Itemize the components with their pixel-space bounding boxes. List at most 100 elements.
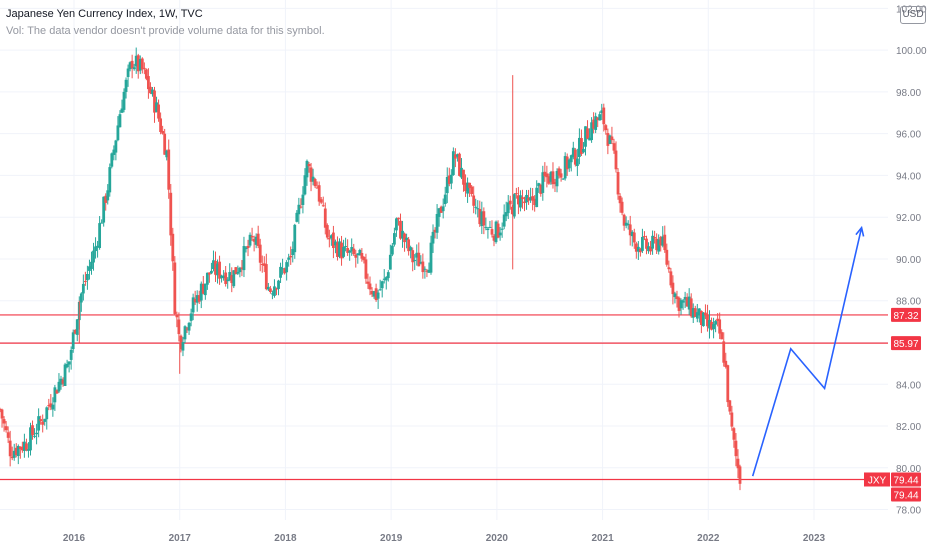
- candle-body: [151, 89, 154, 95]
- candle-body: [551, 171, 555, 185]
- candle-body: [443, 194, 447, 205]
- candle-body: [374, 288, 378, 301]
- candle-body: [541, 172, 545, 193]
- candle-body: [445, 177, 449, 194]
- candle-body: [195, 295, 199, 303]
- candle-body: [216, 263, 219, 276]
- candle-body: [279, 266, 282, 278]
- candle-body: [246, 245, 250, 249]
- candle-body: [415, 252, 419, 258]
- candle-body: [210, 270, 213, 274]
- candle-body: [10, 456, 14, 459]
- y-tick-label: 92.00: [896, 213, 921, 224]
- candle-body: [6, 432, 10, 438]
- candle-body: [340, 242, 343, 259]
- candle-body: [138, 58, 142, 71]
- level-price-tag-bg: [891, 336, 921, 351]
- y-tick-label: 100.00: [896, 46, 927, 57]
- candle-body: [275, 288, 278, 290]
- candle-body: [332, 232, 335, 249]
- close-price-tag: 79.44: [893, 490, 918, 501]
- candle-body: [675, 296, 679, 300]
- candle-body: [179, 335, 183, 350]
- candle-body: [679, 300, 683, 309]
- candle-body: [384, 277, 388, 281]
- candle-body: [661, 236, 665, 246]
- candle-body: [547, 176, 551, 184]
- candle-body: [234, 267, 238, 275]
- candle-body: [669, 271, 673, 286]
- candle-body: [486, 228, 490, 230]
- candle-body: [181, 342, 185, 351]
- candle-body: [327, 238, 331, 240]
- candle-body: [63, 364, 67, 386]
- candle-body: [657, 239, 661, 252]
- candle-body: [124, 79, 128, 92]
- candle-body: [531, 196, 535, 201]
- candle-body: [171, 233, 175, 262]
- candle-body: [352, 248, 356, 255]
- candle-body: [567, 159, 571, 169]
- candle-body: [553, 182, 557, 184]
- candle-body: [372, 291, 376, 297]
- candle-body: [122, 91, 126, 110]
- candle-body: [325, 225, 329, 238]
- candle-body: [403, 233, 406, 243]
- candle-body: [118, 114, 122, 128]
- candle-body: [474, 206, 478, 208]
- candle-body: [602, 107, 606, 125]
- candle-body: [69, 349, 73, 360]
- candle-body: [594, 116, 598, 130]
- candle-body: [732, 428, 736, 440]
- candle-body: [508, 200, 512, 205]
- candle-body: [303, 175, 307, 195]
- x-tick-label: 2023: [803, 533, 826, 544]
- candle-body: [212, 260, 215, 270]
- projection-path[interactable]: [751, 227, 863, 477]
- candle-body: [618, 195, 622, 204]
- candle-body: [169, 192, 173, 236]
- price-axis[interactable]: 102.00 100.00 98.00 96.00 94.00 92.00 90.00 88.…: [896, 4, 927, 516]
- candle-body: [319, 199, 323, 203]
- candle-body: [663, 234, 667, 251]
- candle-body: [79, 293, 83, 303]
- candle-body: [395, 218, 398, 231]
- candle-body: [437, 208, 441, 217]
- y-tick-label: 84.00: [896, 380, 921, 391]
- candle-body: [533, 198, 537, 205]
- candle-body: [687, 296, 691, 310]
- projection-drawing[interactable]: [751, 225, 865, 477]
- candle-body: [431, 231, 435, 244]
- candle-body: [571, 147, 575, 158]
- candle-body: [88, 266, 91, 271]
- currency-button[interactable]: USD: [900, 6, 926, 24]
- candle-body: [207, 272, 211, 275]
- candle-body: [435, 213, 439, 233]
- candle-body: [240, 267, 244, 269]
- close-price-tag-bg: [891, 487, 921, 502]
- candle-body: [699, 310, 703, 325]
- candle-body: [262, 263, 266, 266]
- candle-body: [624, 222, 628, 226]
- level-price-tag-bg: [891, 307, 921, 322]
- time-axis[interactable]: 2016 2017 2018 2019 2020 2021 2022 2023: [63, 533, 826, 544]
- candle-body: [134, 55, 138, 67]
- candle-body: [421, 261, 425, 273]
- candle-body: [378, 289, 382, 291]
- candle-body: [370, 291, 374, 295]
- candle-body: [344, 246, 348, 248]
- candle-body: [45, 407, 49, 420]
- candle-body: [451, 151, 455, 175]
- last-price-tag-bg: [891, 472, 921, 487]
- candle-body: [706, 314, 709, 327]
- candle-body: [441, 206, 445, 212]
- candle-body: [199, 283, 203, 301]
- candle-body: [724, 360, 728, 367]
- candle-body: [472, 195, 476, 206]
- volume-note: Vol: The data vendor doesn't provide vol…: [6, 25, 325, 37]
- candle-body: [142, 67, 146, 69]
- horizontal-levels: [0, 314, 888, 481]
- candle-body: [8, 440, 12, 457]
- candle-body: [502, 214, 506, 227]
